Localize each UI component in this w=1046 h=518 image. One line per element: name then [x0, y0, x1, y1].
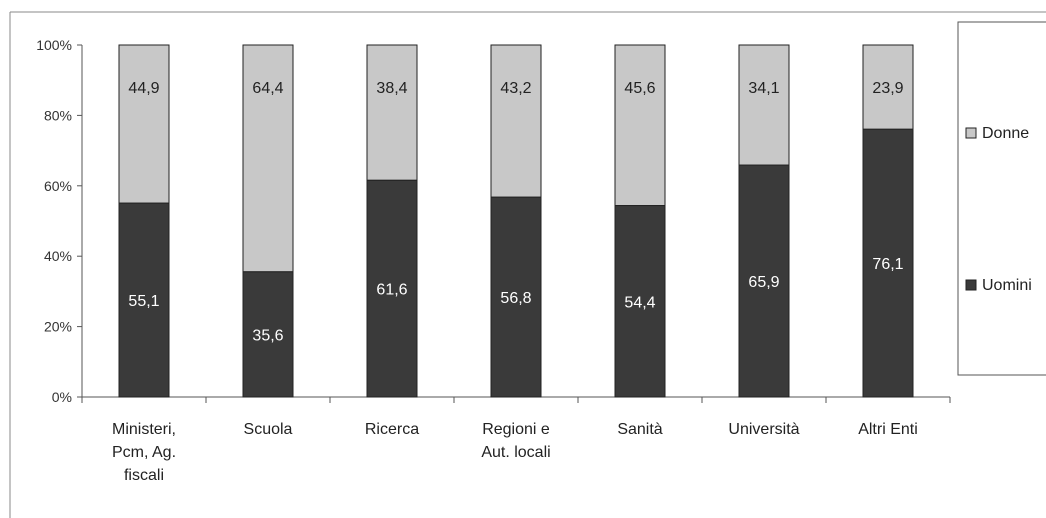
bar-value-labels: 55,1 44,9 35,6 64,4 61,6 38,4 56,8 43,2 54,4 45,6…: [128, 80, 903, 344]
legend: Donne Uomini: [957, 21, 1046, 376]
chart-border: [9, 11, 1046, 518]
legend-items: Donne Uomini: [965, 125, 1032, 294]
y-tick-label: 80%: [44, 107, 72, 123]
y-axis: 0% 20% 40% 60% 80% 100%: [36, 37, 83, 405]
bar-segment-donne: [118, 44, 170, 204]
bar-value-label: 54,4: [624, 294, 655, 311]
x-category-label: Altri Enti: [858, 421, 918, 438]
x-category-label-line: Regioni e: [482, 421, 550, 438]
y-tick-label: 60%: [44, 178, 72, 194]
bar-value-label: 38,4: [376, 80, 407, 97]
y-tick-label: 20%: [44, 319, 72, 335]
bar-value-label: 65,9: [748, 274, 779, 291]
x-category-label-line: Ministeri,: [112, 421, 176, 438]
bar-value-label: 76,1: [872, 256, 903, 273]
bar-value-label: 64,4: [252, 80, 283, 97]
bar-segment-uomini: [862, 128, 914, 398]
bar-segment-donne: [614, 44, 666, 207]
y-tick-label: 100%: [36, 37, 72, 53]
x-category-label: Regioni e Aut. locali: [481, 421, 550, 461]
bar-value-label: 45,6: [624, 80, 655, 97]
legend-swatch-uomini: [965, 279, 977, 291]
y-tick-label: 0%: [52, 389, 72, 405]
x-category-label-line: Scuola: [244, 421, 293, 438]
bar-value-label: 55,1: [128, 293, 159, 310]
bar-value-label: 34,1: [748, 80, 779, 97]
bar-value-label: 44,9: [128, 80, 159, 97]
bar-segment-donne: [366, 44, 418, 181]
x-category-label-line: Università: [728, 421, 799, 438]
x-category-label: Università: [728, 421, 799, 438]
x-category-label-line: Ricerca: [365, 421, 419, 438]
x-axis-ticks: [81, 397, 951, 403]
x-category-label: Sanità: [617, 421, 662, 438]
bar-segment-uomini: [490, 196, 542, 398]
legend-label-donne: Donne: [982, 125, 1029, 142]
bar-segment-uomini: [614, 205, 666, 398]
x-axis: Ministeri, Pcm, Ag. fiscali Scuola Ricerca Re…: [81, 396, 951, 484]
bar-value-label: 23,9: [872, 80, 903, 97]
bar-value-label: 35,6: [252, 327, 283, 344]
x-category-label-line: Altri Enti: [858, 421, 918, 438]
x-category-label: Ministeri, Pcm, Ag. fiscali: [112, 421, 176, 484]
bar-value-label: 43,2: [500, 80, 531, 97]
legend-label-uomini: Uomini: [982, 277, 1032, 294]
bar-segment-donne: [490, 44, 542, 198]
x-axis-labels: Ministeri, Pcm, Ag. fiscali Scuola Ricerca Re…: [112, 421, 918, 484]
x-category-label-line: fiscali: [124, 467, 164, 484]
bar-segment-donne: [738, 44, 790, 166]
bar-segment-donne: [242, 44, 294, 273]
bar-value-label: 61,6: [376, 282, 407, 299]
bar-segment-donne: [862, 44, 914, 130]
y-axis-ticks: 0% 20% 40% 60% 80% 100%: [36, 37, 82, 405]
bar-segment-uomini: [738, 164, 790, 398]
x-category-label-line: Sanità: [617, 421, 662, 438]
y-tick-label: 40%: [44, 248, 72, 264]
bar-value-label: 56,8: [500, 290, 531, 307]
x-category-label: Ricerca: [365, 421, 419, 438]
bars-layer: [118, 44, 914, 398]
x-category-label-line: Aut. locali: [481, 444, 550, 461]
x-category-label-line: Pcm, Ag.: [112, 444, 176, 461]
x-category-label: Scuola: [244, 421, 293, 438]
legend-swatch-donne: [965, 127, 977, 139]
